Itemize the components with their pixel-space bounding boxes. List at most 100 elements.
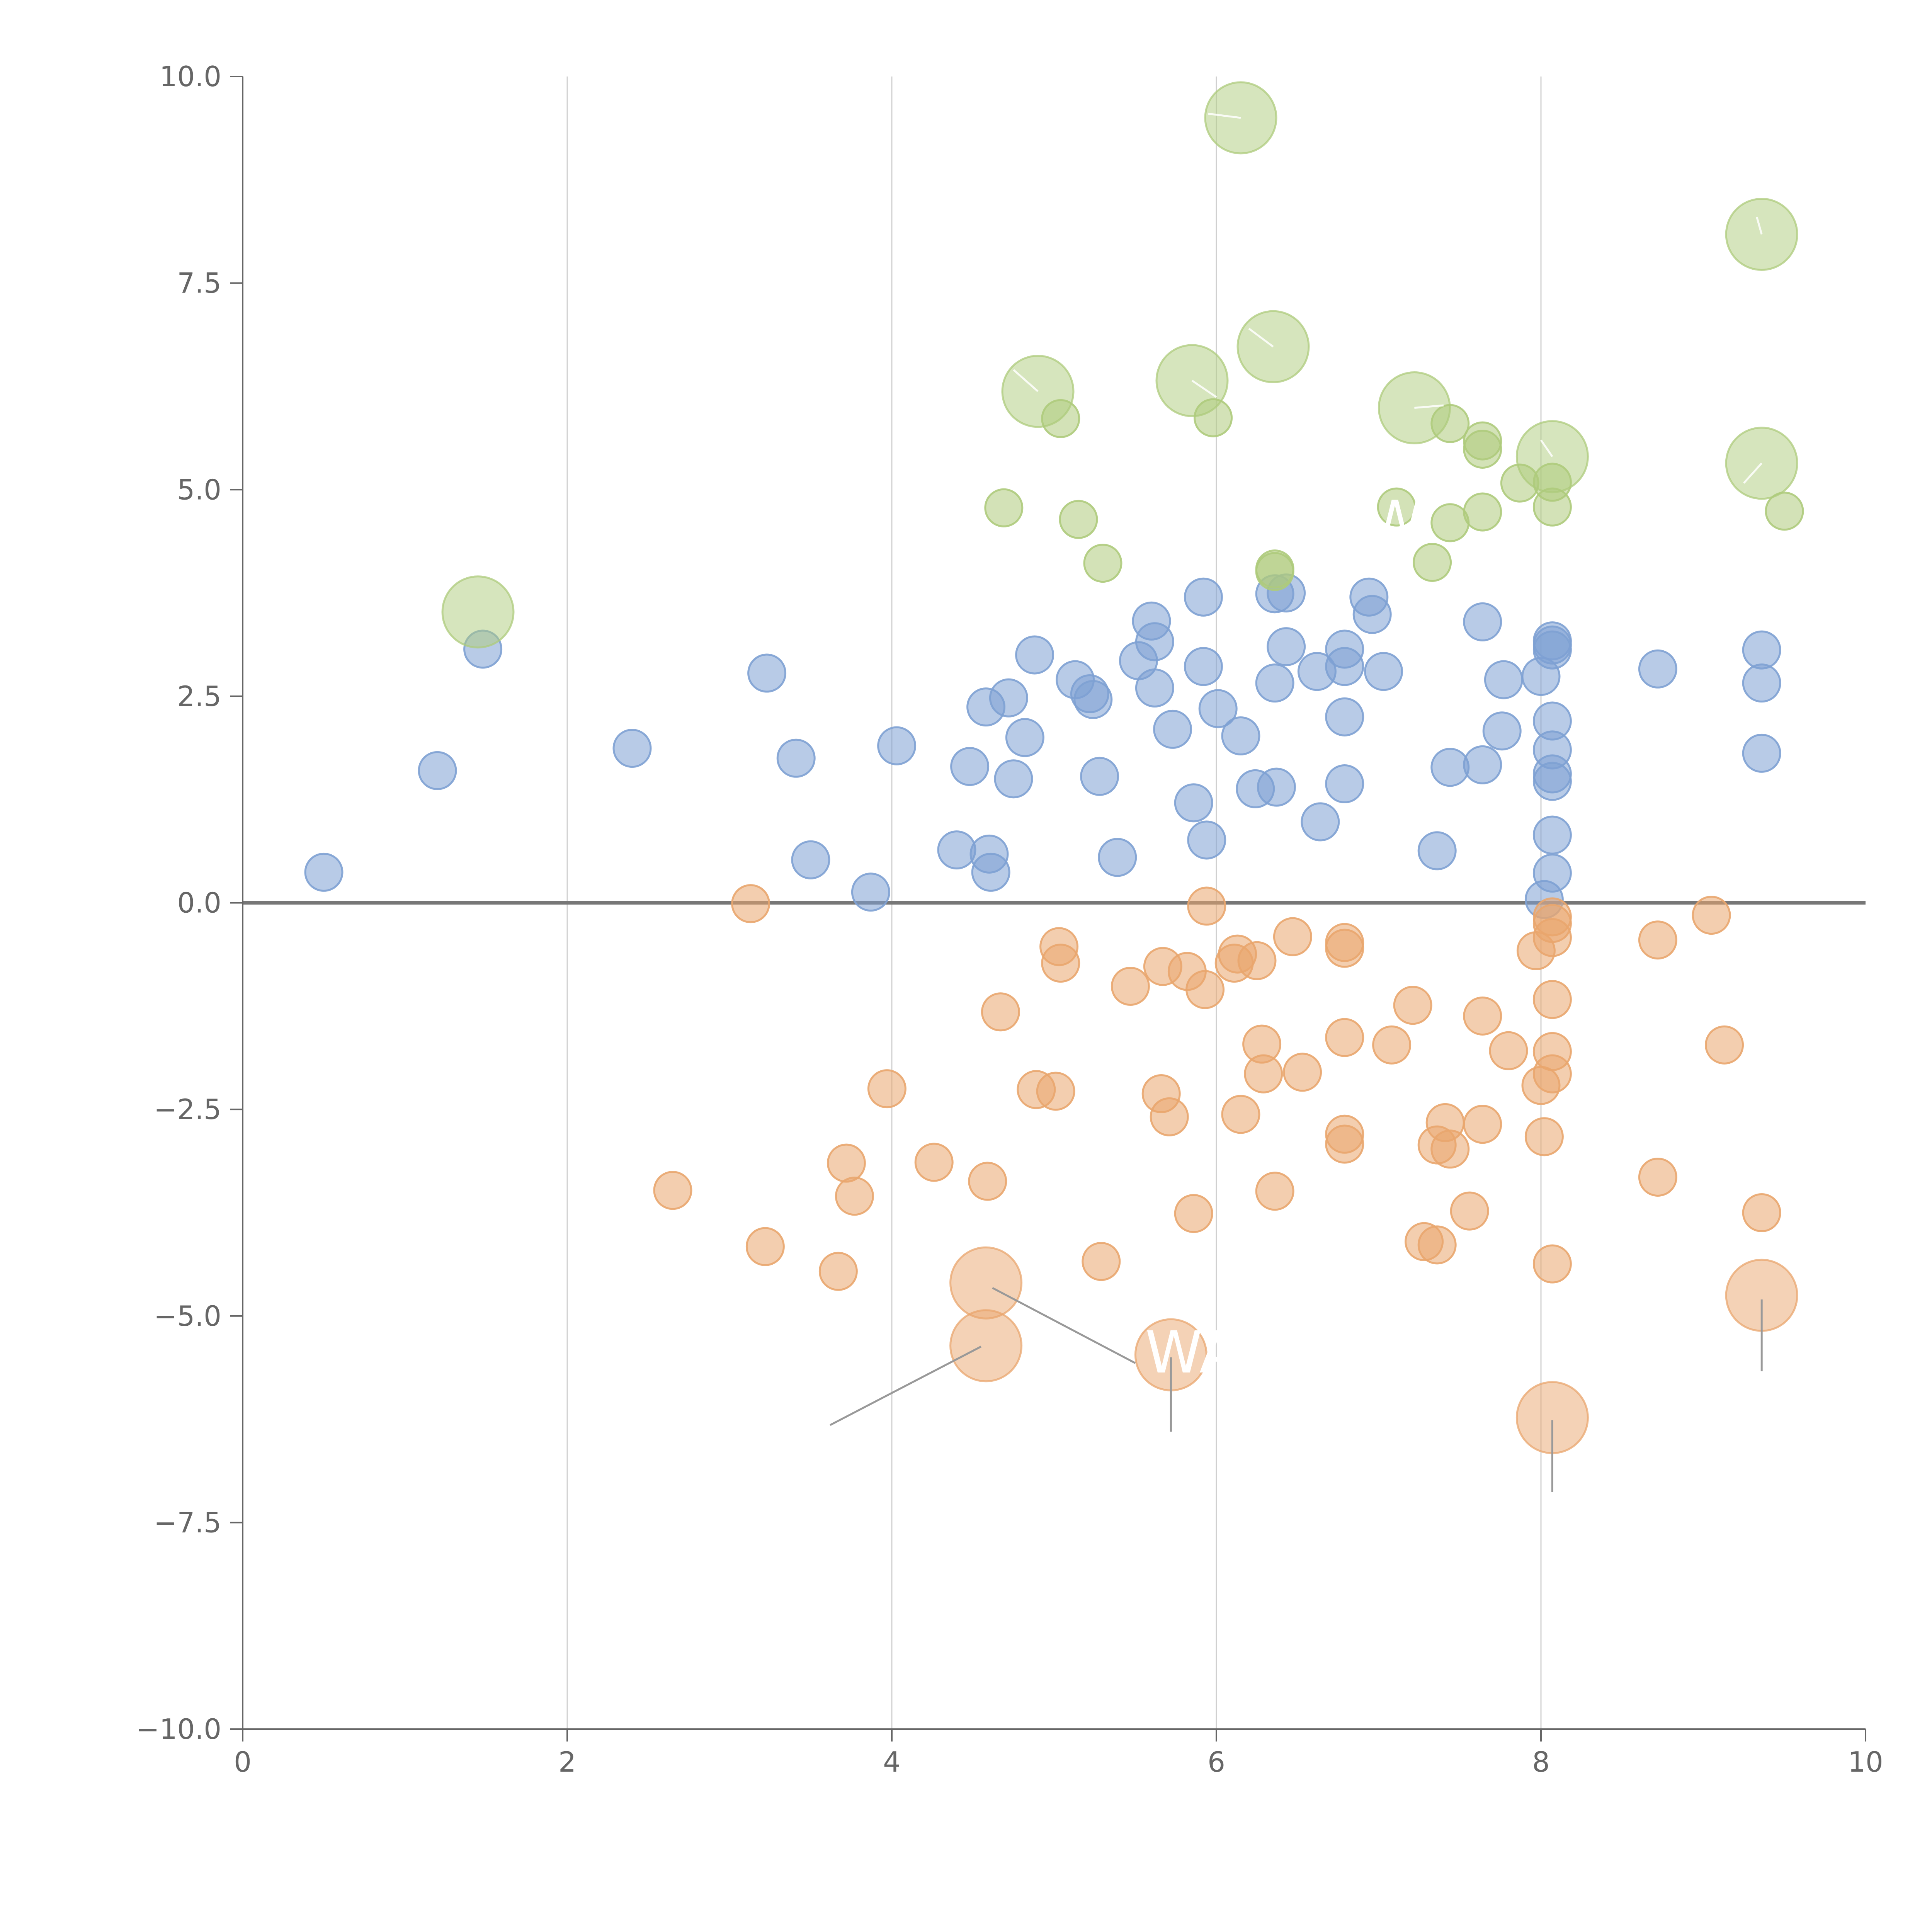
x-tick-label: 10 (1848, 1746, 1883, 1778)
x-tick-label: 8 (1532, 1746, 1550, 1778)
data-point-blue (1352, 595, 1392, 634)
data-point-orange (1372, 1025, 1412, 1065)
y-tick-label: −5.0 (154, 1300, 221, 1332)
large-point-orange (949, 1246, 1023, 1320)
data-point-blue (1484, 660, 1523, 699)
annotations: W WA (1145, 489, 1424, 1386)
data-point-orange (1532, 1054, 1572, 1094)
leader-line (992, 1287, 1136, 1364)
data-point-blue (1532, 854, 1572, 893)
y-tick-label: 7.5 (177, 267, 221, 299)
y-tick-label: 5.0 (177, 473, 221, 506)
data-point-orange (1174, 1194, 1213, 1233)
data-point-orange (827, 1143, 866, 1183)
large-point-green (1001, 355, 1075, 428)
data-point-orange (1742, 1193, 1781, 1232)
data-point-blue (1184, 647, 1223, 686)
data-point-blue (1135, 668, 1174, 707)
data-point-orange (1082, 1242, 1121, 1281)
data-point-green (1430, 503, 1470, 543)
data-point-green (1463, 492, 1502, 532)
data-point-orange (1532, 980, 1572, 1019)
data-point-orange (1393, 986, 1432, 1025)
leader-lines (830, 112, 1763, 1492)
data-point-blue (1301, 802, 1340, 842)
data-point-orange (1532, 1244, 1572, 1284)
data-point-blue (1638, 649, 1677, 689)
data-point-blue (1417, 831, 1457, 871)
y-tick-label: 2.5 (177, 680, 221, 713)
leader-line (1540, 439, 1553, 457)
data-point-orange (1692, 896, 1731, 935)
leader-line (1248, 328, 1274, 348)
data-point-blue (747, 653, 787, 693)
data-point-orange (1255, 1172, 1294, 1211)
data-point-orange (1524, 1117, 1564, 1156)
data-point-orange (981, 992, 1020, 1032)
data-point-blue (1742, 630, 1781, 670)
leader-line (1756, 216, 1763, 235)
y-tick-label: −10.0 (136, 1713, 221, 1745)
data-point-green (1255, 552, 1294, 591)
x-tick-label: 0 (234, 1746, 252, 1778)
data-point-orange (1187, 886, 1226, 926)
data-point-blue (1742, 663, 1781, 703)
data-point-blue (791, 840, 830, 879)
data-point-orange (1273, 917, 1312, 956)
x-tick-label: 4 (883, 1746, 901, 1778)
data-point-orange (1325, 929, 1364, 968)
data-point-orange (1036, 1071, 1075, 1111)
data-point-blue (1135, 622, 1174, 662)
data-point-blue (1267, 627, 1306, 667)
data-point-blue (776, 738, 816, 778)
x-tick-label: 2 (558, 1746, 576, 1778)
data-point-blue (1184, 577, 1223, 617)
data-point-blue (1364, 652, 1403, 691)
data-point-blue (1742, 733, 1781, 773)
data-point-orange (653, 1171, 692, 1210)
data-point-blue (1532, 815, 1572, 855)
data-point-blue (1255, 663, 1294, 703)
y-tick-label: 10.0 (160, 60, 221, 93)
data-point-blue (1430, 748, 1470, 787)
data-point-blue (1174, 783, 1213, 823)
data-point-orange (731, 884, 770, 923)
data-point-blue (1073, 680, 1113, 719)
leader-line (1191, 379, 1217, 398)
data-point-blue (851, 872, 890, 912)
data-point-orange (867, 1069, 906, 1109)
data-point-orange (1638, 1157, 1677, 1197)
data-point-blue (1015, 635, 1054, 675)
y-tick-label: −7.5 (154, 1506, 221, 1539)
data-point-green (1463, 429, 1502, 469)
data-point-blue (1187, 820, 1226, 860)
large-point-orange (949, 1309, 1023, 1383)
data-point-orange (1463, 996, 1502, 1036)
data-point-orange (1417, 1225, 1457, 1265)
data-point-green (1377, 487, 1416, 527)
data-point-green (1532, 487, 1572, 527)
data-point-blue (612, 729, 652, 768)
annotation-label: W (1366, 489, 1423, 556)
data-point-orange (1237, 941, 1277, 980)
data-point-orange (1463, 1105, 1502, 1144)
leader-line (1208, 112, 1241, 119)
data-point-orange (968, 1162, 1007, 1201)
data-point-blue (1221, 716, 1260, 756)
data-point-orange (1185, 970, 1225, 1009)
data-point-blue (1325, 647, 1364, 686)
data-point-orange (1041, 944, 1080, 983)
data-point-green (984, 488, 1024, 527)
data-point-blue (1482, 711, 1522, 751)
data-point-green (1413, 543, 1452, 582)
data-point-blue (1325, 764, 1364, 804)
data-point-orange (1221, 1095, 1260, 1134)
x-tick-label: 6 (1208, 1746, 1225, 1778)
x-axis-ticks: 0 2 4 6 8 10 (234, 1729, 1883, 1778)
data-point-orange (1450, 1191, 1489, 1231)
data-point-blue (1532, 630, 1572, 670)
data-point-orange (1325, 1018, 1364, 1057)
data-point-green (1083, 544, 1122, 583)
